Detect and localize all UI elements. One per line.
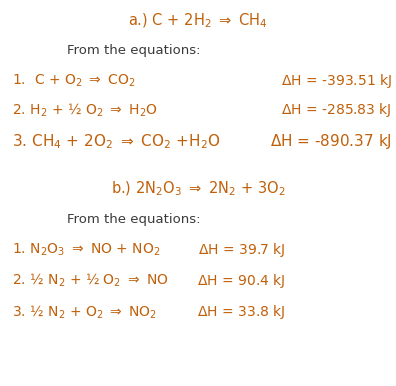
Text: 2. ½ N$_2$ + ½ O$_2$ $\Rightarrow$ NO: 2. ½ N$_2$ + ½ O$_2$ $\Rightarrow$ NO	[12, 272, 169, 290]
Text: $\Delta$H = 39.7 kJ: $\Delta$H = 39.7 kJ	[198, 241, 285, 259]
Text: $\Delta$H = 90.4 kJ: $\Delta$H = 90.4 kJ	[197, 272, 285, 290]
Text: 3. CH$_4$ + 2O$_2$ $\Rightarrow$ CO$_2$ +H$_2$O: 3. CH$_4$ + 2O$_2$ $\Rightarrow$ CO$_2$ …	[12, 132, 221, 151]
Text: 1.  C + O$_2$ $\Rightarrow$ CO$_2$: 1. C + O$_2$ $\Rightarrow$ CO$_2$	[12, 73, 135, 89]
Text: $\Delta$H = -393.51 kJ: $\Delta$H = -393.51 kJ	[281, 72, 392, 90]
Text: $\Delta$H = -285.83 kJ: $\Delta$H = -285.83 kJ	[281, 101, 392, 119]
Text: 2. H$_2$ + ½ O$_2$ $\Rightarrow$ H$_2$O: 2. H$_2$ + ½ O$_2$ $\Rightarrow$ H$_2$O	[12, 101, 158, 119]
Text: $\Delta$H = -890.37 kJ: $\Delta$H = -890.37 kJ	[270, 132, 392, 151]
Text: $\Delta$H = 33.8 kJ: $\Delta$H = 33.8 kJ	[197, 303, 285, 321]
Text: From the equations:: From the equations:	[67, 213, 201, 226]
Text: 1. N$_2$O$_3$ $\Rightarrow$ NO + NO$_2$: 1. N$_2$O$_3$ $\Rightarrow$ NO + NO$_2$	[12, 242, 160, 258]
Text: b.) 2N$_2$O$_3$ $\Rightarrow$ 2N$_2$ + 3O$_2$: b.) 2N$_2$O$_3$ $\Rightarrow$ 2N$_2$ + 3…	[110, 180, 286, 198]
Text: 3. ½ N$_2$ + O$_2$ $\Rightarrow$ NO$_2$: 3. ½ N$_2$ + O$_2$ $\Rightarrow$ NO$_2$	[12, 303, 157, 321]
Text: From the equations:: From the equations:	[67, 44, 201, 57]
Text: a.) C + 2H$_2$ $\Rightarrow$ CH$_4$: a.) C + 2H$_2$ $\Rightarrow$ CH$_4$	[128, 12, 268, 30]
